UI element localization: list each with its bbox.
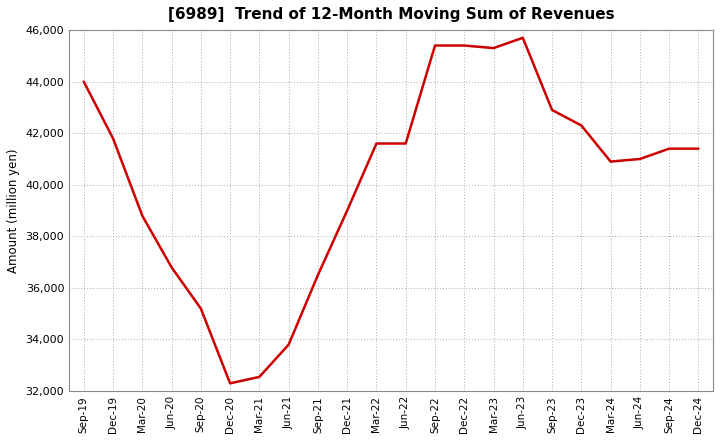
Title: [6989]  Trend of 12-Month Moving Sum of Revenues: [6989] Trend of 12-Month Moving Sum of R… bbox=[168, 7, 614, 22]
Y-axis label: Amount (million yen): Amount (million yen) bbox=[7, 148, 20, 273]
